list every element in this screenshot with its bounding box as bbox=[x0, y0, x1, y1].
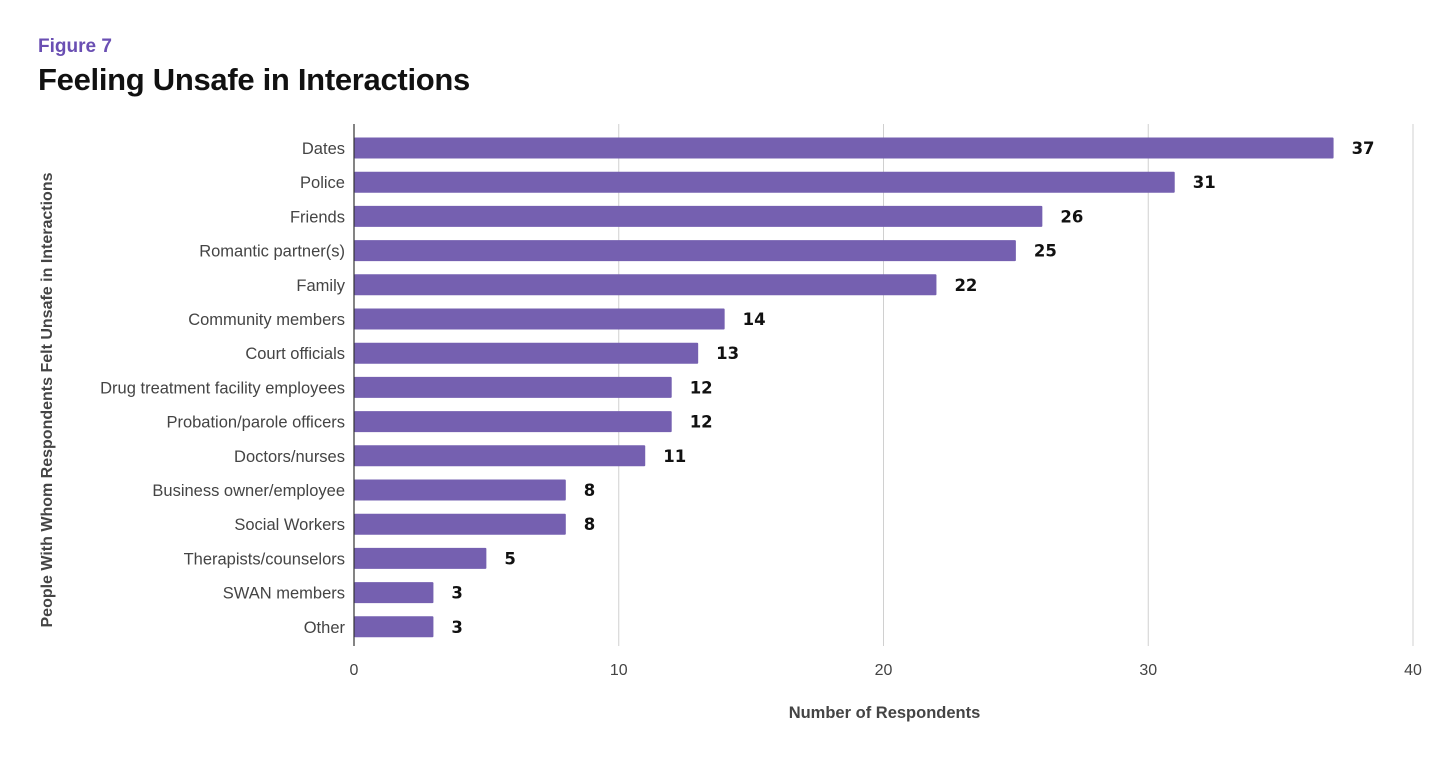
bar bbox=[354, 274, 937, 296]
category-label: Social Workers bbox=[234, 516, 345, 534]
bar bbox=[354, 513, 566, 535]
x-tick-label: 40 bbox=[1404, 662, 1422, 679]
data-label: 12 bbox=[690, 378, 713, 397]
grid-lines bbox=[618, 124, 1414, 646]
data-label: 5 bbox=[504, 549, 515, 568]
bar bbox=[354, 445, 646, 467]
bar bbox=[354, 240, 1016, 262]
category-label: Dates bbox=[302, 140, 345, 158]
bar bbox=[354, 308, 725, 330]
data-label: 26 bbox=[1060, 207, 1083, 226]
data-label: 37 bbox=[1352, 139, 1375, 158]
data-label: 3 bbox=[451, 618, 462, 637]
bar bbox=[354, 547, 487, 569]
x-tick-labels: 0 10 20 30 40 bbox=[350, 662, 1422, 679]
bar bbox=[354, 171, 1175, 193]
data-label: 13 bbox=[716, 344, 739, 363]
data-label: 8 bbox=[584, 515, 595, 534]
category-label: Drug treatment facility employees bbox=[100, 379, 345, 397]
x-tick-label: 0 bbox=[350, 662, 359, 679]
chart-title: Feeling Unsafe in Interactions bbox=[38, 62, 470, 97]
bar bbox=[354, 582, 434, 604]
x-tick-label: 30 bbox=[1139, 662, 1157, 679]
category-label: Other bbox=[304, 619, 346, 637]
category-label: Business owner/employee bbox=[152, 482, 345, 500]
category-label: Court officials bbox=[245, 345, 345, 363]
category-label: Probation/parole officers bbox=[166, 414, 345, 432]
x-axis-title: Number of Respondents bbox=[789, 704, 981, 722]
category-label: Doctors/nurses bbox=[234, 448, 345, 466]
category-label: Therapists/counselors bbox=[184, 550, 345, 568]
data-label: 12 bbox=[690, 413, 713, 432]
bar bbox=[354, 205, 1043, 227]
y-axis-title: People With Whom Respondents Felt Unsafe… bbox=[39, 172, 56, 627]
bar bbox=[354, 376, 672, 398]
data-label: 22 bbox=[954, 276, 977, 295]
data-label: 11 bbox=[663, 447, 686, 466]
figure-label: Figure 7 bbox=[38, 36, 112, 57]
category-labels: Dates Police Friends Romantic partner(s) Fam… bbox=[100, 140, 346, 637]
bar bbox=[354, 137, 1334, 159]
x-tick-label: 20 bbox=[875, 662, 893, 679]
category-label: Friends bbox=[290, 208, 345, 226]
data-label: 31 bbox=[1193, 173, 1216, 192]
data-label: 14 bbox=[743, 310, 766, 329]
bar bbox=[354, 616, 434, 638]
bar bbox=[354, 411, 672, 433]
category-label: SWAN members bbox=[223, 585, 345, 603]
x-tick-label: 10 bbox=[610, 662, 628, 679]
bar bbox=[354, 479, 566, 501]
category-label: Romantic partner(s) bbox=[199, 243, 345, 261]
category-label: Police bbox=[300, 174, 345, 192]
data-label: 8 bbox=[584, 481, 595, 500]
data-label: 3 bbox=[451, 584, 462, 603]
bars bbox=[354, 137, 1334, 638]
data-label: 25 bbox=[1034, 242, 1057, 261]
bar bbox=[354, 342, 699, 364]
category-label: Community members bbox=[188, 311, 345, 329]
category-label: Family bbox=[296, 277, 345, 295]
